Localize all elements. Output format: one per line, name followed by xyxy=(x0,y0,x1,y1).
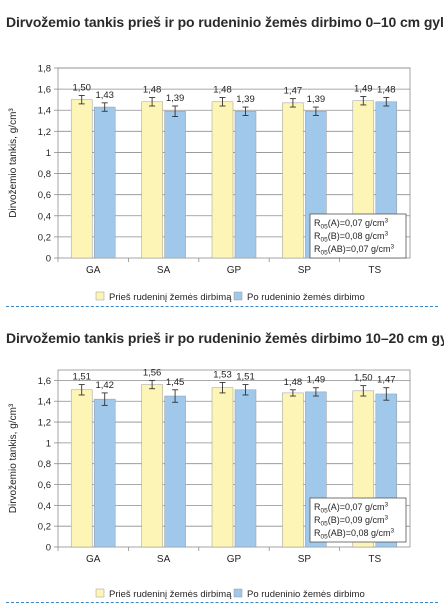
y-tick-label: 1 xyxy=(46,148,51,159)
data-label: 1,47 xyxy=(377,375,396,386)
y-tick-label: 0,2 xyxy=(38,232,51,243)
x-tick-label: GP xyxy=(227,265,242,276)
bar-after xyxy=(234,111,257,259)
data-label: 1,50 xyxy=(72,82,91,93)
chart-panel-10-20cm: Dirvožemio tankis prieš ir po rudeninio … xyxy=(0,330,444,605)
y-tick-label: 0,4 xyxy=(38,501,51,512)
y-tick-label: 1,4 xyxy=(38,106,51,117)
data-label: 1,47 xyxy=(284,86,303,97)
y-tick-label: 1,2 xyxy=(38,418,51,429)
y-axis-label: Dirvožemio tankis, g/cm³ xyxy=(8,108,19,218)
data-label: 1,39 xyxy=(236,94,255,105)
legend-swatch xyxy=(95,588,105,598)
bar-after xyxy=(164,111,186,259)
y-tick-label: 0,2 xyxy=(38,522,51,533)
x-tick-label: SA xyxy=(157,265,171,276)
bar-chart-10-20cm: 0 0,2 0,4 0,6 0,8 1 1,2 1,4 1,6 Dirvožemio tankis… xyxy=(8,367,411,600)
y-tick-label: 0,4 xyxy=(38,211,51,222)
data-label: 1,51 xyxy=(72,372,91,383)
data-label: 1,48 xyxy=(213,85,232,96)
lsd-annotation-line: R05(AB)=0,07 g/cm3 xyxy=(314,244,395,257)
bar-after xyxy=(234,389,257,548)
bar-before xyxy=(211,387,234,548)
bar-before xyxy=(282,102,304,259)
x-tick-label: GA xyxy=(86,554,101,565)
y-tick-label: 0,8 xyxy=(38,169,51,180)
plot-area xyxy=(57,369,411,548)
legend-swatch xyxy=(233,588,243,598)
x-tick-label: TS xyxy=(368,265,381,276)
legend-swatch xyxy=(95,291,105,301)
data-label: 1,49 xyxy=(307,375,326,386)
y-tick-label: 1,8 xyxy=(38,64,51,75)
lsd-annotation-line: R05(A)=0,07 g/cm3 xyxy=(314,502,389,515)
y-tick-label: 0 xyxy=(46,254,51,265)
legend-label: Prieš rudeninį žemės dirbimą xyxy=(109,589,232,600)
bar-before xyxy=(70,99,93,259)
y-tick-label: 1 xyxy=(46,438,51,449)
data-label: 1,39 xyxy=(166,93,185,104)
data-label: 1,53 xyxy=(213,369,232,380)
bar-before xyxy=(141,101,163,259)
data-label: 1,48 xyxy=(284,377,303,388)
legend-label: Po rudeninio žemės dirbimo xyxy=(247,589,365,600)
x-tick-label: SA xyxy=(157,554,171,565)
lsd-annotation-box xyxy=(309,213,407,259)
chart-panel-0-10cm: Dirvožemio tankis prieš ir po rudeninio … xyxy=(0,14,444,314)
legend-label: Prieš rudeninį žemės dirbimą xyxy=(109,292,232,303)
y-tick-label: 0,6 xyxy=(38,480,51,491)
x-tick-label: SP xyxy=(298,554,312,565)
lsd-annotation-line: R05(AB)=0,08 g/cm3 xyxy=(314,528,395,541)
bar-before xyxy=(70,389,93,548)
lsd-annotation-line: R05(B)=0,09 g/cm3 xyxy=(314,515,389,528)
x-tick-label: GP xyxy=(227,554,242,565)
bar-chart-0-10cm: 0 0,2 0,4 0,6 0,8 1 1,2 1,4 1,6 1,8 Dirvožemio tan… xyxy=(8,64,411,303)
x-tick-label: SP xyxy=(298,265,312,276)
data-label: 1,49 xyxy=(354,84,373,95)
section-divider xyxy=(6,306,438,307)
legend-swatch xyxy=(233,291,243,301)
y-tick-label: 0 xyxy=(46,543,51,554)
lsd-annotation-box xyxy=(309,497,407,543)
data-label: 1,56 xyxy=(143,367,162,378)
x-tick-label: GA xyxy=(86,265,101,276)
y-tick-label: 1,6 xyxy=(38,85,51,96)
data-label: 1,48 xyxy=(143,85,162,96)
lsd-annotation-line: R05(B)=0,08 g/cm3 xyxy=(314,231,389,244)
bar-after xyxy=(164,395,186,548)
y-tick-label: 1,4 xyxy=(38,397,51,408)
legend-label: Po rudeninio žemės dirbimo xyxy=(247,292,365,303)
data-label: 1,48 xyxy=(377,85,396,96)
x-tick-label: TS xyxy=(368,554,381,565)
bar-before xyxy=(282,392,304,548)
lsd-annotation-line: R05(A)=0,07 g/cm3 xyxy=(314,218,389,231)
section-divider xyxy=(6,602,438,603)
bar-after xyxy=(93,398,116,548)
chart-title: Dirvožemio tankis prieš ir po rudeninio … xyxy=(6,330,444,346)
data-label: 1,51 xyxy=(236,372,255,383)
bar-before xyxy=(141,384,163,548)
y-tick-label: 1,2 xyxy=(38,127,51,138)
y-tick-label: 0,8 xyxy=(38,459,51,470)
y-tick-label: 1,6 xyxy=(38,376,51,387)
data-label: 1,50 xyxy=(354,373,373,384)
bar-before xyxy=(211,101,234,259)
data-label: 1,42 xyxy=(95,380,114,391)
data-label: 1,43 xyxy=(95,90,114,101)
data-label: 1,39 xyxy=(307,94,326,105)
bar-after xyxy=(93,106,116,259)
y-tick-label: 0,6 xyxy=(38,190,51,201)
chart-title: Dirvožemio tankis prieš ir po rudeninio … xyxy=(6,14,444,30)
y-axis-label: Dirvožemio tankis, g/cm³ xyxy=(8,403,19,513)
data-label: 1,45 xyxy=(166,377,185,388)
